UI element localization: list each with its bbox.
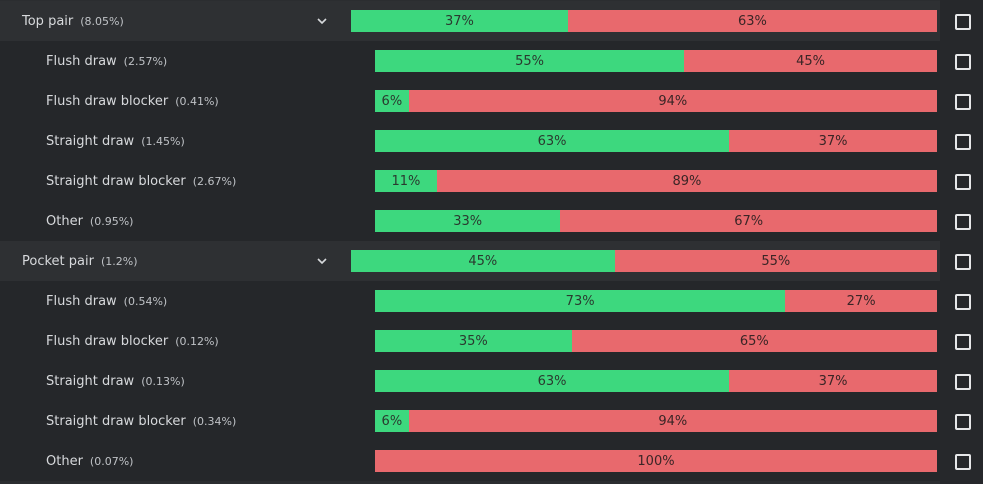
lose-segment: 94% xyxy=(408,90,937,112)
category-frequency: (2.57%) xyxy=(123,54,168,68)
subgroup-row: Flush draw (2.57%) 55% 45% xyxy=(0,41,940,81)
row-checkbox[interactable] xyxy=(955,334,971,350)
row-label: Flush draw blocker (0.12%) xyxy=(46,321,219,361)
lose-segment: 27% xyxy=(785,290,937,312)
row-checkbox[interactable] xyxy=(955,294,971,310)
row-label: Flush draw (2.57%) xyxy=(46,41,167,81)
category-frequency: (0.54%) xyxy=(123,294,168,308)
win-segment: 45% xyxy=(351,250,615,272)
category-frequency: (0.95%) xyxy=(89,214,134,228)
group-row[interactable]: Pocket pair (1.2%) 45% 55% xyxy=(0,241,940,281)
category-name: Other xyxy=(46,213,83,229)
win-segment: 11% xyxy=(375,170,437,192)
lose-segment: 45% xyxy=(684,50,937,72)
equity-bar: 37% 63% xyxy=(351,10,937,32)
category-frequency: (1.2%) xyxy=(100,254,138,268)
row-label: Straight draw (1.45%) xyxy=(46,121,185,161)
lose-segment: 94% xyxy=(408,410,937,432)
lose-segment: 100% xyxy=(375,450,937,472)
win-segment: 55% xyxy=(375,50,685,72)
subgroup-row: Flush draw blocker (0.12%) 35% 65% xyxy=(0,321,940,361)
row-label: Other (0.07%) xyxy=(46,441,133,481)
subgroup-row: Flush draw (0.54%) 73% 27% xyxy=(0,281,940,321)
row-label: Straight draw (0.13%) xyxy=(46,361,185,401)
lose-segment: 37% xyxy=(729,130,937,152)
row-checkbox[interactable] xyxy=(955,214,971,230)
equity-bar: 73% 27% xyxy=(375,290,937,312)
chevron-down-icon[interactable] xyxy=(314,13,330,29)
checkbox-column xyxy=(940,0,983,484)
subgroup-row: Straight draw (0.13%) 63% 37% xyxy=(0,361,940,401)
category-frequency: (0.12%) xyxy=(175,334,219,348)
category-frequency: (8.05%) xyxy=(80,14,124,28)
category-name: Flush draw xyxy=(46,293,117,309)
row-label: Straight draw blocker (0.34%) xyxy=(46,401,236,441)
group-row[interactable]: Top pair (8.05%) 37% 63% xyxy=(0,1,940,41)
subgroup-row: Straight draw (1.45%) 63% 37% xyxy=(0,121,940,161)
category-frequency: (2.67%) xyxy=(192,174,237,188)
category-name: Flush draw blocker xyxy=(46,93,169,109)
row-checkbox[interactable] xyxy=(955,454,971,470)
row-checkbox[interactable] xyxy=(955,94,971,110)
category-name: Top pair xyxy=(22,13,74,29)
win-segment: 73% xyxy=(375,290,786,312)
win-segment: 63% xyxy=(375,130,730,152)
win-segment: 37% xyxy=(351,10,568,32)
equity-bar: 45% 55% xyxy=(351,250,937,272)
row-label: Straight draw blocker (2.67%) xyxy=(46,161,236,201)
equity-bar: 33% 67% xyxy=(375,210,937,232)
lose-segment: 37% xyxy=(729,370,937,392)
subgroup-row: Flush draw blocker (0.41%) 6% 94% xyxy=(0,81,940,121)
win-segment: 63% xyxy=(375,370,730,392)
row-checkbox[interactable] xyxy=(955,414,971,430)
category-name: Straight draw xyxy=(46,373,135,389)
row-checkbox[interactable] xyxy=(955,374,971,390)
win-segment: 35% xyxy=(375,330,572,352)
category-frequency: (0.34%) xyxy=(192,414,237,428)
equity-bar: 63% 37% xyxy=(375,130,937,152)
row-label: Top pair (8.05%) xyxy=(22,1,124,41)
row-checkbox[interactable] xyxy=(955,134,971,150)
equity-bar: 6% 94% xyxy=(375,410,937,432)
equity-bar: 63% 37% xyxy=(375,370,937,392)
category-name: Straight draw xyxy=(46,133,135,149)
category-name: Straight draw blocker xyxy=(46,173,186,189)
category-name: Other xyxy=(46,453,83,469)
equity-bar: 11% 89% xyxy=(375,170,937,192)
category-name: Pocket pair xyxy=(22,253,94,269)
equity-bar: 100% xyxy=(375,450,937,472)
equity-bar: 6% 94% xyxy=(375,90,937,112)
equity-bar: 35% 65% xyxy=(375,330,937,352)
equity-bar: 55% 45% xyxy=(375,50,937,72)
category-name: Flush draw xyxy=(46,53,117,69)
lose-segment: 89% xyxy=(436,170,937,192)
subgroup-row: Other (0.07%) 100% xyxy=(0,441,940,481)
lose-segment: 67% xyxy=(560,210,937,232)
category-frequency: (0.07%) xyxy=(89,454,134,468)
row-checkbox[interactable] xyxy=(955,14,971,30)
win-segment: 6% xyxy=(375,90,409,112)
row-label: Flush draw (0.54%) xyxy=(46,281,167,321)
category-frequency: (0.13%) xyxy=(141,374,185,388)
subgroup-row: Straight draw blocker (0.34%) 6% 94% xyxy=(0,401,940,441)
category-frequency: (1.45%) xyxy=(141,134,185,148)
row-label: Flush draw blocker (0.41%) xyxy=(46,81,219,121)
row-checkbox[interactable] xyxy=(955,54,971,70)
category-name: Flush draw blocker xyxy=(46,333,169,349)
win-segment: 33% xyxy=(375,210,561,232)
subgroup-row: Straight draw blocker (2.67%) 11% 89% xyxy=(0,161,940,201)
lose-segment: 65% xyxy=(571,330,937,352)
chevron-down-icon[interactable] xyxy=(314,253,330,269)
win-segment: 6% xyxy=(375,410,409,432)
lose-segment: 63% xyxy=(567,10,937,32)
row-label: Other (0.95%) xyxy=(46,201,133,241)
subgroup-row: Other (0.95%) 33% 67% xyxy=(0,201,940,241)
lose-segment: 55% xyxy=(614,250,937,272)
category-frequency: (0.41%) xyxy=(175,94,219,108)
category-name: Straight draw blocker xyxy=(46,413,186,429)
row-label: Pocket pair (1.2%) xyxy=(22,241,137,281)
row-checkbox[interactable] xyxy=(955,254,971,270)
row-checkbox[interactable] xyxy=(955,174,971,190)
